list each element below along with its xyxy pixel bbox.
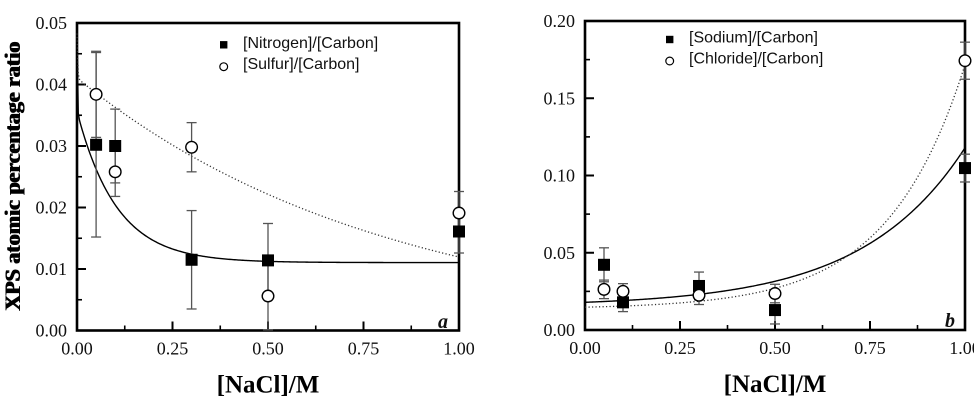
svg-text:0.75: 0.75: [348, 339, 380, 359]
svg-text:1.00: 1.00: [949, 338, 974, 358]
svg-text:0.50: 0.50: [252, 339, 284, 359]
svg-text:[NaCl]/M: [NaCl]/M: [724, 371, 827, 398]
svg-text:[Nitrogen]/[Carbon]: [Nitrogen]/[Carbon]: [243, 35, 378, 52]
svg-text:0.00: 0.00: [544, 320, 576, 340]
svg-text:0.01: 0.01: [36, 259, 68, 279]
svg-text:b: b: [945, 310, 955, 332]
svg-text:0.25: 0.25: [157, 339, 189, 359]
svg-text:[NaCl]/M: [NaCl]/M: [217, 372, 320, 399]
svg-text:0.50: 0.50: [759, 338, 791, 358]
svg-text:0.02: 0.02: [36, 198, 68, 218]
svg-text:[Sulfur]/[Carbon]: [Sulfur]/[Carbon]: [243, 56, 360, 73]
svg-text:[Chloride]/[Carbon]: [Chloride]/[Carbon]: [689, 51, 823, 68]
svg-text:0.05: 0.05: [36, 13, 68, 33]
svg-text:0.05: 0.05: [544, 243, 576, 263]
svg-text:0.15: 0.15: [544, 88, 576, 108]
svg-text:0.20: 0.20: [544, 11, 576, 31]
svg-text:a: a: [438, 311, 448, 333]
svg-text:1.00: 1.00: [443, 339, 475, 359]
svg-text:0.25: 0.25: [664, 338, 696, 358]
svg-text:0.04: 0.04: [36, 75, 68, 95]
svg-text:[Sodium]/[Carbon]: [Sodium]/[Carbon]: [689, 30, 818, 47]
svg-text:XPS atomic percentage ratio: XPS atomic percentage ratio: [0, 41, 25, 310]
svg-text:0.00: 0.00: [61, 339, 93, 359]
svg-text:0.03: 0.03: [36, 136, 68, 156]
svg-text:0.75: 0.75: [854, 338, 886, 358]
svg-text:0.10: 0.10: [544, 166, 576, 186]
svg-text:0.00: 0.00: [569, 338, 601, 358]
svg-text:0.00: 0.00: [36, 321, 68, 341]
